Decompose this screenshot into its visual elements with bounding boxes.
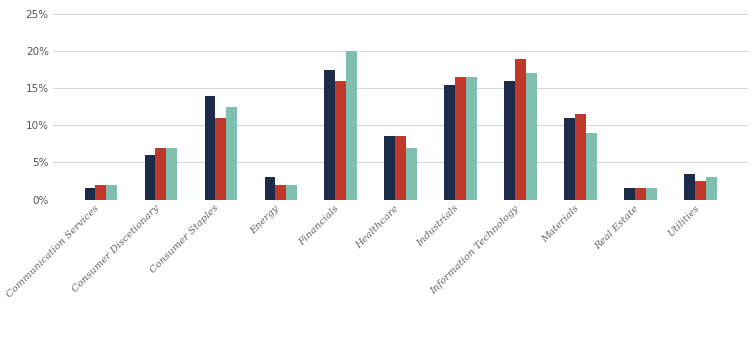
Bar (166, 148, 177, 200)
Bar (624, 189, 635, 200)
Bar (635, 189, 646, 200)
Bar (445, 85, 455, 200)
Bar (565, 118, 575, 200)
Bar (586, 133, 596, 200)
Bar (95, 185, 106, 200)
Bar (466, 77, 477, 200)
Bar (385, 137, 395, 200)
Bar (215, 118, 226, 200)
Bar (406, 148, 417, 200)
Bar (324, 70, 336, 200)
Bar (275, 185, 286, 200)
Bar (706, 177, 717, 200)
Bar (205, 96, 215, 200)
Bar (575, 114, 586, 200)
Bar (455, 77, 466, 200)
Bar (646, 189, 657, 200)
Bar (155, 148, 166, 200)
Bar (265, 177, 275, 200)
Bar (286, 185, 297, 200)
Bar (346, 51, 357, 200)
Bar (336, 81, 346, 200)
Bar (684, 174, 696, 200)
Bar (395, 137, 406, 200)
Bar (516, 58, 526, 200)
Bar (85, 189, 95, 200)
Bar (144, 155, 155, 200)
Bar (106, 185, 117, 200)
Bar (696, 181, 706, 200)
Bar (504, 81, 516, 200)
Bar (226, 107, 237, 200)
Legend: MSCI China A Index, MSCI China A Onshore Index, CSI 300 Index: MSCI China A Index, MSCI China A Onshore… (200, 341, 602, 344)
Bar (526, 73, 537, 200)
